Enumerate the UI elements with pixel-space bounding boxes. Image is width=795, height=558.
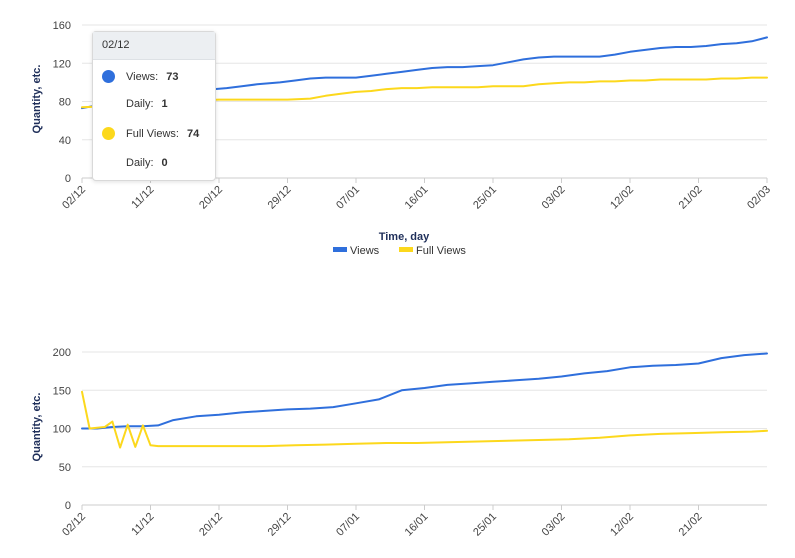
- c1-y-tick-label: 80: [59, 97, 71, 109]
- legend-full-views-swatch: [399, 247, 413, 252]
- c2-y-tick-label: 100: [53, 424, 71, 436]
- tooltip-full-views-value: 74: [186, 128, 200, 140]
- c2-series-full-views[interactable]: [81, 390, 768, 449]
- c1-series-lines: [81, 36, 768, 110]
- c1-y-tick-label: 40: [59, 135, 71, 147]
- c1-y-tick-label: 0: [65, 173, 71, 185]
- legend-item-views[interactable]: Views: [333, 245, 380, 257]
- c2-x-tick-label: 21/02: [677, 511, 705, 539]
- c2-x-tick-label: 25/01: [471, 511, 499, 539]
- c1-x-tick-label: 03/02: [540, 184, 568, 212]
- c1-x-tick-label: 11/12: [129, 184, 156, 211]
- legend-views-label: Views: [350, 245, 380, 257]
- c2-y-tick-label: 50: [59, 462, 71, 474]
- c1-series-views[interactable]: [81, 36, 768, 110]
- c1-x-tick-label: 21/02: [677, 184, 705, 212]
- c2-x-ticks: 02/12 11/12 20/12 29/12 07/01 16/01 25/01 03/02…: [60, 505, 705, 539]
- tooltip-full-views-daily-row: Daily: 0: [93, 155, 215, 171]
- c1-x-axis-label: Time, day: [379, 231, 430, 243]
- c1-x-tick-label: 07/01: [334, 184, 362, 212]
- c1-y-tick-label: 160: [53, 20, 71, 32]
- c2-x-tick-label: 11/12: [129, 511, 156, 538]
- tooltip-views-daily-value: 1: [161, 98, 168, 110]
- tooltip-views-row: Views: 73: [93, 69, 215, 85]
- c2-x-tick-label: 07/01: [334, 511, 362, 539]
- c1-x-tick-label: 16/01: [403, 184, 431, 212]
- c2-x-tick-label: 29/12: [266, 511, 294, 539]
- c2-y-ticks: 0 50 100 150 200: [53, 347, 71, 512]
- legend: Views Full Views: [333, 245, 466, 257]
- c1-x-tick-label: 29/12: [266, 184, 294, 212]
- tooltip-views-daily-row: Daily: 1: [93, 96, 215, 112]
- c1-x-tick-label: 20/12: [197, 184, 225, 212]
- legend-views-swatch: [333, 247, 347, 252]
- tooltip-full-views-daily-value: 0: [161, 157, 168, 169]
- tooltip-full-views-label: Full Views:: [126, 128, 179, 140]
- c1-y-ticks: 0 40 80 120 160: [53, 20, 71, 185]
- tooltip-views-label: Views:: [126, 71, 159, 83]
- tooltip-date: 02/12: [93, 32, 215, 60]
- c2-series-lines: [81, 352, 768, 449]
- c2-y-axis-label: Quantity, etc.: [31, 393, 43, 462]
- c1-y-axis-label: Quantity, etc.: [31, 65, 43, 134]
- c2-x-tick-label: 20/12: [197, 511, 225, 539]
- legend-full-views-label: Full Views: [416, 245, 466, 257]
- tooltip-full-views-daily-label: Daily:: [126, 157, 154, 169]
- c2-y-tick-label: 0: [65, 500, 71, 512]
- tooltip-full-views-row: Full Views: 74: [93, 126, 215, 142]
- tooltip-views-dot: [102, 70, 115, 83]
- c2-x-tick-label: 03/02: [540, 511, 568, 539]
- c1-x-tick-label: 02/03: [745, 184, 773, 212]
- c2-series-views[interactable]: [81, 352, 768, 430]
- c1-series-full-views[interactable]: [81, 76, 768, 109]
- tooltip-full-views-dot: [102, 127, 115, 140]
- tooltip: 02/12 Views: 73 Daily: 1 Full Views: 74 Dai…: [92, 31, 216, 181]
- legend-item-full-views[interactable]: Full Views: [399, 245, 466, 257]
- c2-x-tick-label: 02/12: [60, 511, 88, 539]
- c1-x-tick-label: 25/01: [471, 184, 499, 212]
- tooltip-views-daily-label: Daily:: [126, 98, 154, 110]
- c2-gridlines: [82, 351, 767, 506]
- c2-x-tick-label: 16/01: [403, 511, 431, 539]
- c1-x-tick-label: 12/02: [608, 184, 636, 212]
- c2-y-tick-label: 150: [53, 385, 71, 397]
- c2-x-tick-label: 12/02: [608, 511, 636, 539]
- c1-x-tick-label: 02/12: [60, 184, 88, 212]
- c1-x-ticks: 02/12 11/12 20/12 29/12 07/01 16/01 25/01 03/02…: [60, 178, 773, 212]
- tooltip-views-value: 73: [166, 71, 179, 83]
- chart-daily: 0 50 100 150 200 02/12 11/12 20/12 29/12 07/01 16…: [31, 347, 768, 539]
- c1-y-tick-label: 120: [53, 58, 71, 70]
- c2-y-tick-label: 200: [53, 347, 71, 359]
